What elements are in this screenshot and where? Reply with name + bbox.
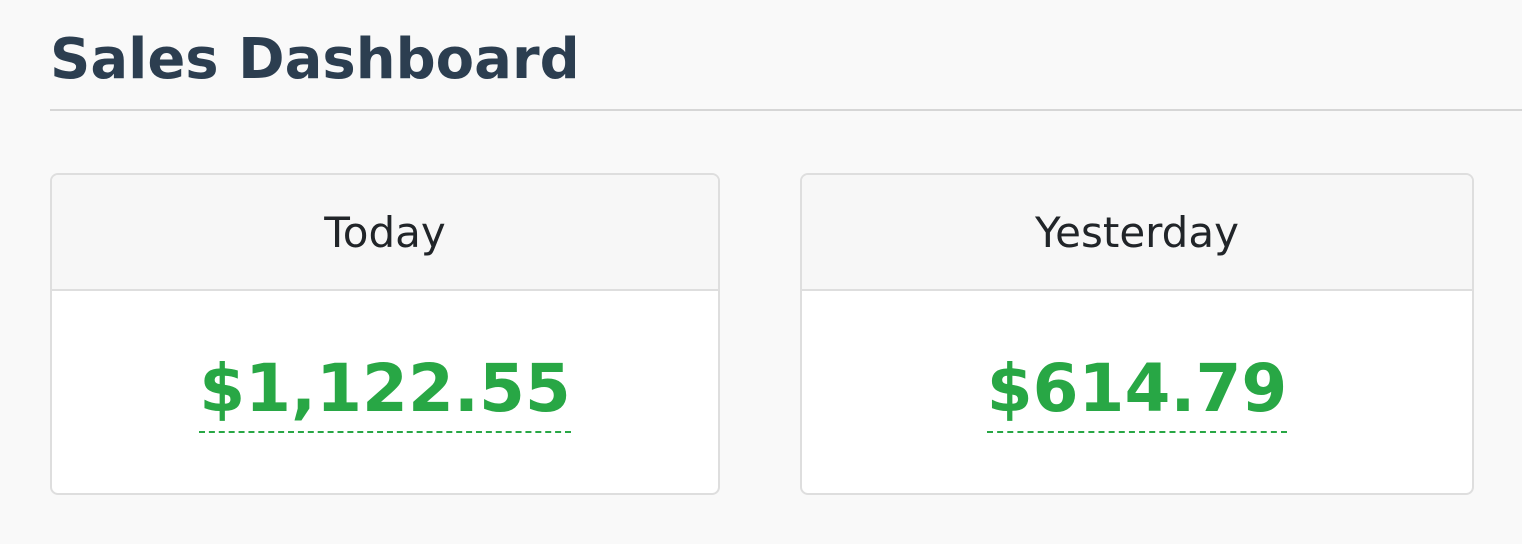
card-body: $1,122.55 [52, 291, 718, 493]
card-header: Yesterday [802, 175, 1472, 291]
sales-card-yesterday: Yesterday $614.79 [800, 173, 1474, 495]
card-header: Today [52, 175, 718, 291]
sales-value[interactable]: $614.79 [986, 347, 1288, 433]
card-body: $614.79 [802, 291, 1472, 493]
title-divider [50, 109, 1522, 111]
sales-card-today: Today $1,122.55 [50, 173, 720, 495]
sales-value[interactable]: $1,122.55 [199, 347, 571, 433]
page-title: Sales Dashboard [50, 27, 580, 92]
